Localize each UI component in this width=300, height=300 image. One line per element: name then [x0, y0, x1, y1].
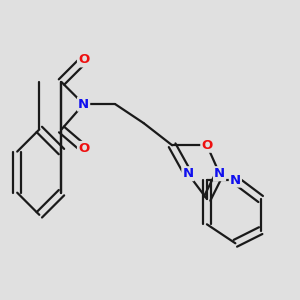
Text: O: O	[201, 139, 212, 152]
Text: O: O	[78, 53, 89, 66]
Text: O: O	[78, 142, 89, 155]
Text: N: N	[214, 167, 225, 180]
Text: N: N	[182, 167, 194, 180]
Text: N: N	[230, 173, 241, 187]
Text: N: N	[78, 98, 89, 111]
